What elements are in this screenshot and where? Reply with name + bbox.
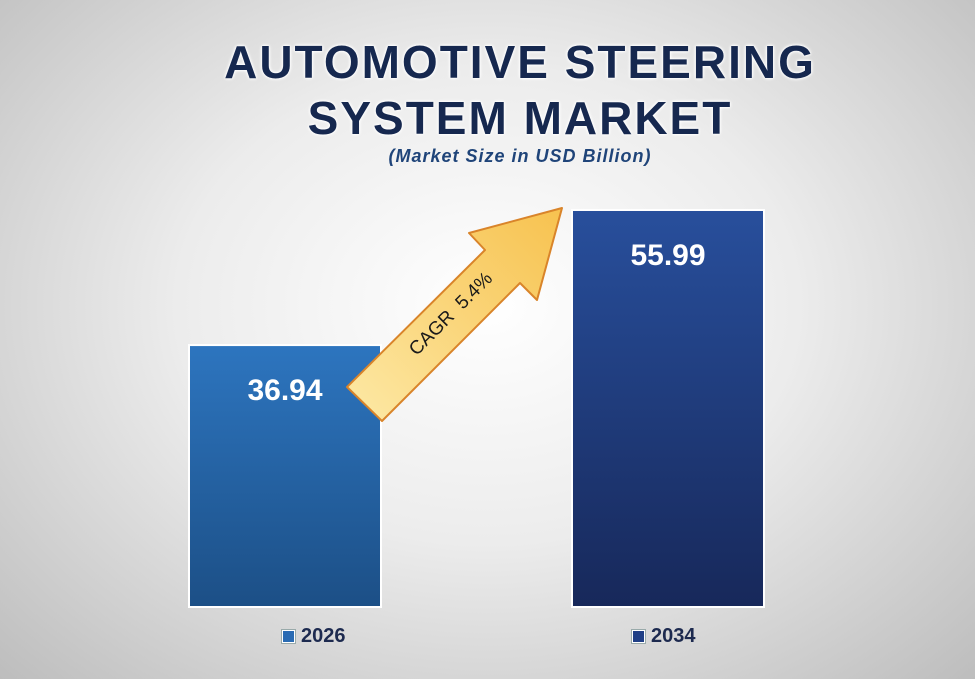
bar-2034 (571, 209, 765, 608)
value-label-2026: 36.94 (247, 374, 322, 407)
chart-title-line2: SYSTEM MARKET (307, 92, 733, 144)
legend-item-2034: 2034 (632, 625, 696, 648)
chart-title-line1: AUTOMOTIVE STEERING (224, 36, 816, 88)
chart-subtitle: (Market Size in USD Billion) (388, 146, 652, 166)
legend-label-2026: 2026 (301, 625, 346, 647)
legend-swatch-2026 (282, 630, 295, 643)
value-label-2034: 55.99 (630, 239, 705, 272)
legend-label-2034: 2034 (651, 625, 696, 647)
legend-swatch-2034 (632, 630, 645, 643)
cagr-arrow-shape (346, 207, 563, 422)
cagr-arrow: CAGR 5.4% (346, 207, 563, 422)
legend-item-2026: 2026 (282, 625, 346, 648)
